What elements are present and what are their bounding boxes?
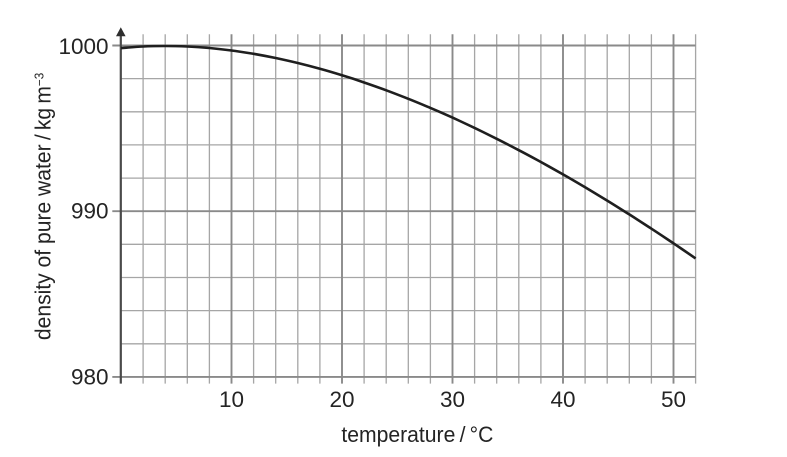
- svg-text:20: 20: [329, 387, 354, 412]
- svg-text:980: 980: [71, 365, 109, 390]
- svg-text:1000: 1000: [58, 34, 108, 59]
- svg-text:30: 30: [440, 387, 465, 412]
- svg-text:50: 50: [661, 387, 686, 412]
- svg-text:40: 40: [550, 387, 575, 412]
- svg-text:10: 10: [219, 387, 244, 412]
- svg-text:density of pure water / kg m−3: density of pure water / kg m−3: [31, 73, 56, 340]
- svg-text:990: 990: [71, 199, 109, 224]
- svg-text:temperature / °C: temperature / °C: [341, 422, 493, 447]
